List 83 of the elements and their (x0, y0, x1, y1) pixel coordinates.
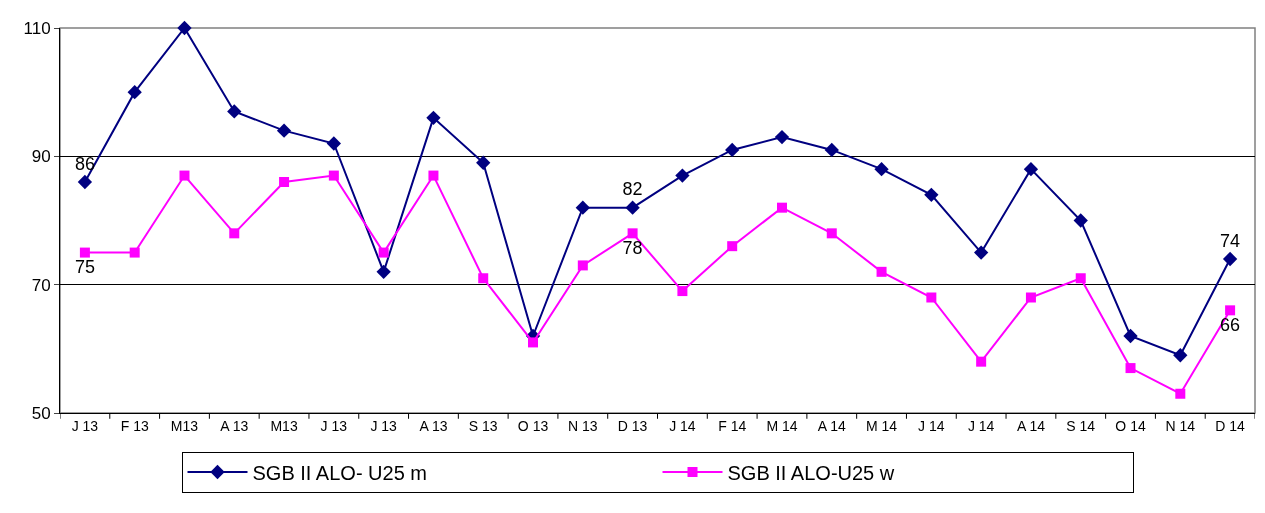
point (476, 155, 491, 170)
point (326, 136, 341, 151)
x-tick-label: F 13 (120, 417, 149, 434)
x-tick-label: J 14 (918, 417, 945, 434)
point (77, 174, 93, 190)
data-label: 78 (622, 238, 643, 259)
x-tick-label: F 14 (718, 417, 747, 434)
x-tick-label: N 13 (568, 417, 598, 434)
x-tick-label: J 14 (967, 417, 995, 434)
point (627, 228, 638, 239)
x-tick-label: J 13 (71, 417, 99, 434)
point (974, 245, 989, 260)
x-tick-label: N 14 (1165, 417, 1196, 434)
point (824, 142, 839, 158)
point (1073, 213, 1088, 228)
point (1075, 273, 1086, 284)
point (428, 170, 439, 181)
point (727, 241, 738, 252)
point (625, 200, 640, 215)
point (279, 177, 290, 187)
point (378, 247, 389, 258)
point (1023, 162, 1039, 177)
data-label: 74 (1220, 230, 1241, 251)
point (725, 142, 740, 158)
x-tick-label: M13 (270, 417, 298, 434)
x-tick-label: A 14 (817, 417, 846, 434)
x-tick-label: A 13 (220, 417, 249, 434)
x-tick-label: A 14 (1016, 417, 1046, 434)
point (774, 129, 790, 145)
x-tick-label: A 13 (419, 417, 448, 434)
data-label: 86 (74, 153, 95, 174)
point (924, 187, 939, 202)
x-tick-label: J 14 (669, 417, 696, 434)
point (79, 247, 90, 258)
x-tick-label: M13 (170, 417, 199, 434)
point (1125, 363, 1136, 374)
x-tick-label: S 14 (1066, 417, 1096, 434)
y-tick-label: 110 (23, 18, 51, 38)
point (776, 202, 787, 213)
point (1173, 348, 1188, 363)
point (876, 266, 887, 277)
point (1225, 305, 1236, 316)
point (426, 110, 441, 125)
x-tick-label: M 14 (766, 417, 798, 434)
point (575, 200, 590, 215)
point (376, 264, 391, 279)
legend-label: SGB II ALO-U25 w (727, 461, 895, 484)
point (675, 168, 690, 183)
point (926, 292, 937, 303)
point (577, 260, 588, 271)
legend-label: SGB II ALO- U25 m (252, 461, 428, 484)
point (127, 85, 142, 100)
point (129, 247, 140, 258)
point (1123, 328, 1138, 344)
x-tick-label: D 13 (617, 417, 648, 434)
x-tick-label: M 14 (866, 417, 898, 434)
x-tick-label: J 13 (370, 417, 398, 434)
x-tick-label: O 13 (517, 417, 549, 434)
point (677, 286, 688, 297)
point (874, 162, 889, 177)
point (1025, 292, 1036, 303)
point (177, 20, 192, 36)
point (528, 337, 539, 348)
x-tick-label: J 13 (320, 417, 348, 434)
x-tick-label: O 14 (1115, 417, 1146, 434)
data-label: 66 (1220, 315, 1241, 336)
point (478, 273, 489, 284)
data-label: 75 (74, 257, 95, 278)
x-tick-label: S 13 (468, 417, 498, 434)
point (179, 170, 190, 181)
point (826, 228, 837, 239)
y-tick-label: 70 (31, 275, 51, 295)
x-tick-label: D 14 (1215, 417, 1246, 434)
point (1222, 251, 1238, 267)
point (227, 104, 242, 119)
point (229, 228, 240, 239)
y-tick-label: 90 (31, 147, 51, 167)
data-label: 82 (622, 179, 643, 200)
point (276, 123, 292, 138)
y-tick-label: 50 (31, 403, 51, 423)
point (976, 356, 987, 367)
point (1175, 388, 1186, 399)
point (328, 170, 339, 181)
